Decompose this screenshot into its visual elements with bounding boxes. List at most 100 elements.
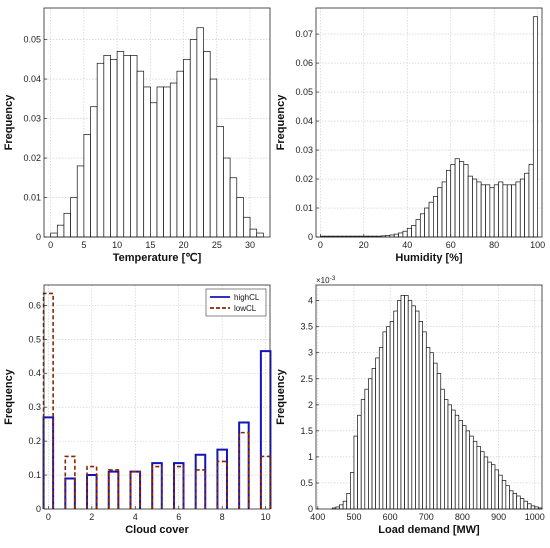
histogram-bar: [404, 295, 409, 510]
histogram-bar: [524, 172, 530, 238]
histogram-bar: [436, 373, 442, 510]
histogram-bar: [432, 196, 439, 238]
histogram-bar: [515, 181, 521, 238]
histogram-bar: [472, 440, 478, 510]
histogram-bar: [176, 70, 184, 238]
histogram-bar: [511, 184, 517, 238]
histogram-bar: [346, 493, 351, 510]
x-tick-label: 1000: [525, 512, 545, 522]
y-tick-label: 0.02: [295, 174, 313, 184]
y-tick-label: 0: [308, 232, 313, 242]
x-tick-label: 10: [261, 512, 271, 522]
histogram-bar: [519, 498, 525, 510]
histogram-bar: [50, 232, 58, 238]
histogram-bar: [415, 310, 420, 510]
x-tick-label: 80: [489, 240, 499, 250]
histogram-bar: [389, 321, 395, 510]
histogram-bar: [498, 474, 503, 510]
histogram-bar: [491, 464, 496, 510]
y-tick-label: 0.3: [28, 402, 41, 412]
histogram-bar: [90, 106, 98, 238]
histogram-bar: [156, 86, 164, 238]
y-tick-label: 2: [308, 400, 313, 410]
histogram-bar: [364, 388, 369, 510]
y-tick-label: 0.02: [23, 153, 41, 163]
histogram-bar: [371, 367, 377, 510]
y-tick-label: 0.4: [28, 368, 41, 378]
histogram-bar: [425, 347, 431, 510]
x-tick-label: 2: [89, 512, 94, 522]
histogram-bar: [489, 187, 495, 238]
y-tick-label: 0.05: [295, 87, 313, 97]
histogram-bar: [411, 225, 417, 238]
histogram-bar: [415, 219, 421, 238]
histogram-bar: [63, 212, 71, 238]
histogram-bar: [256, 232, 264, 238]
histogram-bar: [509, 490, 514, 510]
histogram-bar: [143, 86, 151, 238]
axes-frame: [43, 7, 271, 238]
x-tick-label: 25: [212, 240, 222, 250]
x-tick-label: 500: [346, 512, 361, 522]
y-tick-label: 0.2: [28, 436, 41, 446]
histogram-bar: [400, 295, 405, 510]
histogram-bar: [462, 425, 467, 510]
humidity-histogram: 0 20 40 60 80 100 0 0.01 0.02 0.03 0.04 0.05 0.06 0.0…: [275, 7, 545, 264]
histogram-bar: [411, 305, 416, 510]
histogram-bar: [393, 310, 398, 510]
bar-lowCL: [216, 460, 228, 509]
x-tick-label: 0: [46, 512, 51, 522]
histogram-bar: [398, 232, 404, 238]
x-tick-label: 700: [419, 512, 434, 522]
histogram-bar: [407, 300, 413, 510]
bar-lowCL: [107, 469, 120, 509]
y-tick-label: 3.5: [300, 322, 313, 332]
histogram-bar: [56, 224, 65, 238]
histogram-bar: [76, 165, 85, 238]
x-axis-label: Load demand [MW]: [378, 524, 480, 536]
histogram-bar: [418, 321, 424, 510]
y-tick-label: 3: [308, 348, 313, 358]
bar-lowCL: [151, 465, 163, 509]
histogram-bar: [422, 331, 427, 510]
load-demand-histogram: 400 500 600 700 800 900 1000 0 0.5 1 1.5 2 2.5 3 3.5 4 ×…: [275, 275, 545, 536]
axes-frame: [315, 284, 543, 510]
y-tick-label: 0.04: [23, 74, 41, 84]
y-tick-label: 0: [36, 232, 41, 242]
y-tick-label: 0.6: [28, 300, 41, 310]
histogram-bar: [249, 228, 258, 238]
y-tick-label: 0.04: [295, 116, 313, 126]
histogram-bar: [516, 495, 521, 510]
histogram-bar: [467, 175, 473, 238]
histogram-bar: [339, 504, 344, 510]
x-tick-label: 60: [446, 240, 456, 250]
histogram-bar: [532, 16, 539, 238]
histogram-bar: [203, 51, 211, 238]
histogram-bar: [402, 230, 408, 238]
histogram-bar: [375, 357, 380, 510]
histogram-bar: [433, 362, 438, 510]
histogram-bar: [243, 216, 251, 238]
x-tick-label: 15: [145, 240, 155, 250]
histogram-bar: [465, 430, 471, 510]
x-tick-label: 100: [530, 240, 545, 250]
histogram-bar: [150, 102, 158, 238]
y-tick-label: 0.07: [295, 29, 313, 39]
histogram-bar: [429, 352, 434, 510]
y-tick-label: 0: [36, 504, 41, 514]
histogram-bar: [103, 55, 111, 238]
histogram-bar: [229, 177, 238, 238]
histogram-bar: [70, 197, 78, 238]
histogram-bar: [368, 378, 373, 510]
y-tick-label: 1: [308, 452, 313, 462]
histogram-bar: [116, 51, 125, 238]
x-tick-label: 600: [383, 512, 398, 522]
histogram-bar: [487, 461, 492, 510]
histogram-bar: [196, 27, 204, 238]
bar-lowCL: [260, 455, 272, 509]
histogram-bar: [169, 82, 178, 238]
y-tick-label: 2.5: [300, 374, 313, 384]
histogram-bar: [476, 181, 482, 238]
bar-lowCL: [194, 469, 207, 509]
x-tick-label: 30: [245, 240, 255, 250]
